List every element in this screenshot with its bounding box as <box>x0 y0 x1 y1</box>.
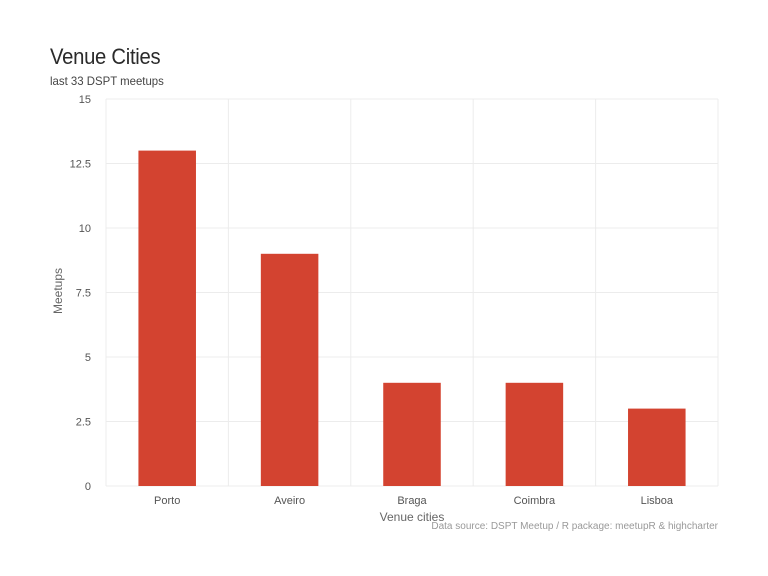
x-axis-title: Venue cities <box>380 510 445 524</box>
y-axis-ticks: 0 2.5 5 7.5 10 12.5 15 <box>70 94 91 493</box>
y-tick-label: 12.5 <box>70 159 91 171</box>
bar-braga <box>383 382 441 486</box>
x-tick-label: Aveiro <box>274 495 305 507</box>
y-tick-label: 15 <box>79 94 91 106</box>
chart-credits: Data source: DSPT Meetup / R package: me… <box>431 521 718 532</box>
bar-series <box>138 150 686 486</box>
y-tick-label: 10 <box>79 223 91 235</box>
y-tick-label: 0 <box>85 481 91 493</box>
bar-porto <box>138 150 196 486</box>
y-tick-label: 7.5 <box>76 288 91 300</box>
bar-coimbra <box>505 382 564 486</box>
x-tick-label: Coimbra <box>514 495 556 507</box>
y-tick-label: 2.5 <box>76 417 91 429</box>
y-axis-title: Meetups <box>51 268 65 314</box>
bar-aveiro <box>260 253 319 486</box>
bar-lisboa <box>628 408 686 486</box>
chart-subtitle: last 33 DSPT meetups <box>50 74 164 88</box>
chart-title: Venue Cities <box>50 44 161 69</box>
x-axis-ticks: Porto Aveiro Braga Coimbra Lisboa <box>154 495 674 507</box>
x-tick-label: Porto <box>154 495 180 507</box>
x-tick-label: Braga <box>397 495 427 507</box>
y-tick-label: 5 <box>85 352 91 364</box>
x-tick-label: Lisboa <box>641 495 674 507</box>
